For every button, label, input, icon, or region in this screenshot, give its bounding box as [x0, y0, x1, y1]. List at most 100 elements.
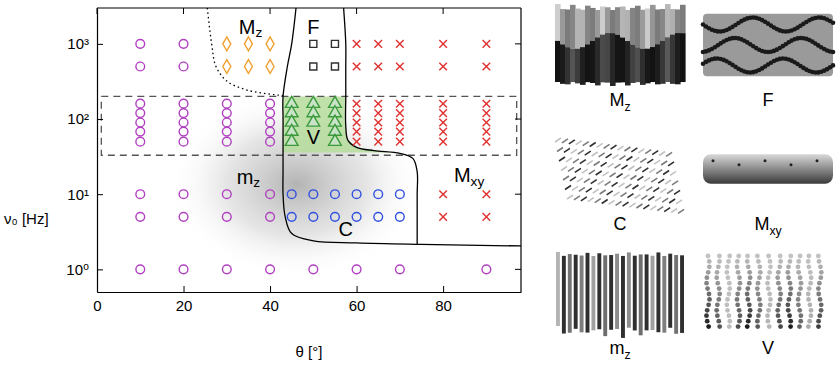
tick-label: 10² [67, 110, 89, 127]
tick-label: 80 [435, 297, 452, 314]
marker [396, 63, 404, 71]
snapshot-texture [660, 189, 666, 193]
marker [483, 128, 491, 136]
x-axis: 020406080 [93, 286, 521, 314]
snapshot-texture [560, 44, 566, 83]
snapshot-texture [807, 319, 812, 324]
snapshot-texture [797, 308, 802, 313]
tick: 10³ [67, 35, 103, 52]
snapshot-texture [572, 186, 578, 190]
snapshot-texture [570, 5, 576, 49]
snapshot-texture [778, 324, 783, 329]
snapshot-texture [627, 194, 633, 198]
marker [179, 265, 188, 274]
snapshot-texture [574, 196, 580, 200]
snapshot-texture [714, 275, 719, 280]
figure: 02040608010⁰10¹10²10³θ [°]ν₀ [Hz]MzFVmzC… [0, 0, 840, 371]
marker [353, 128, 361, 136]
snapshot-texture [595, 37, 601, 85]
snapshot-texture [809, 308, 814, 313]
marker [136, 99, 145, 108]
snapshot-texture [602, 200, 608, 204]
snapshot-texture [737, 319, 742, 324]
marker [353, 40, 361, 48]
snapshot-texture [767, 292, 772, 297]
snapshot-texture [650, 5, 656, 47]
snapshot-texture [745, 259, 750, 264]
snapshot-texture [659, 152, 665, 156]
snapshot-texture [717, 259, 722, 264]
snapshot-texture [557, 148, 563, 152]
snapshot-texture [776, 270, 781, 275]
snapshot-texture [680, 5, 686, 33]
snapshot-texture [705, 308, 710, 313]
snapshot-texture [626, 157, 632, 161]
snapshot-texture [600, 6, 606, 34]
snapshot-texture [636, 204, 642, 208]
snapshot [555, 138, 684, 213]
snapshot-texture [650, 47, 656, 82]
snapshot-texture [597, 143, 603, 147]
snapshot-texture [715, 302, 720, 307]
marker [309, 265, 318, 274]
snapshot-texture [668, 162, 674, 166]
marker [483, 109, 491, 117]
snapshot-texture [818, 275, 823, 280]
snapshot-texture [736, 254, 741, 259]
snapshot-texture [617, 146, 623, 150]
snapshot-texture [637, 176, 643, 180]
snapshot-texture [796, 259, 801, 264]
snapshot-texture [746, 264, 751, 269]
snapshot-texture [616, 201, 622, 205]
snapshot-texture [641, 195, 647, 199]
marker [374, 100, 382, 108]
snapshot-texture [605, 33, 611, 83]
snapshot-texture [765, 313, 770, 318]
tick: 10² [67, 110, 103, 127]
marker [439, 138, 447, 146]
snapshot-texture [648, 196, 654, 200]
snapshot-texture [745, 254, 750, 259]
snapshot-texture [585, 44, 591, 82]
marker [395, 190, 404, 199]
marker [353, 119, 361, 127]
snapshot-texture [665, 4, 671, 37]
snapshot-texture [767, 270, 772, 275]
snapshot-texture [725, 308, 730, 313]
tick: 60 [349, 286, 366, 314]
boundary-line [207, 8, 283, 96]
snapshot-texture [619, 183, 625, 187]
snapshot-texture [624, 147, 630, 151]
snapshot-texture [816, 324, 821, 329]
snapshot-label: mz [609, 338, 630, 362]
snapshot-texture [776, 302, 781, 307]
snapshot-texture [796, 270, 801, 275]
marker [374, 109, 382, 117]
snapshot-texture [717, 292, 722, 297]
boundary-line [283, 8, 521, 246]
tick-label: 60 [349, 297, 366, 314]
snapshot-texture [680, 255, 684, 333]
snapshot-texture [727, 286, 732, 291]
snapshot-texture [809, 313, 814, 318]
snapshot-texture [568, 254, 572, 333]
snapshot-texture [589, 170, 595, 174]
marker [222, 118, 231, 127]
snapshot-texture [787, 313, 792, 318]
marker [266, 137, 275, 146]
snapshot-texture [755, 286, 760, 291]
marker [309, 212, 318, 221]
marker [222, 99, 231, 108]
snapshot-texture [796, 297, 801, 302]
tick-mark [443, 286, 444, 292]
snapshot-texture [655, 197, 661, 201]
snapshot-texture [563, 176, 569, 180]
snapshot [555, 4, 686, 86]
snapshot-texture [633, 256, 637, 331]
snapshot-texture [635, 6, 641, 48]
snapshot-texture [798, 319, 803, 324]
snapshot-texture [807, 286, 812, 291]
snapshot-texture [788, 324, 793, 329]
tick-mark [515, 119, 521, 120]
marker [179, 190, 188, 199]
